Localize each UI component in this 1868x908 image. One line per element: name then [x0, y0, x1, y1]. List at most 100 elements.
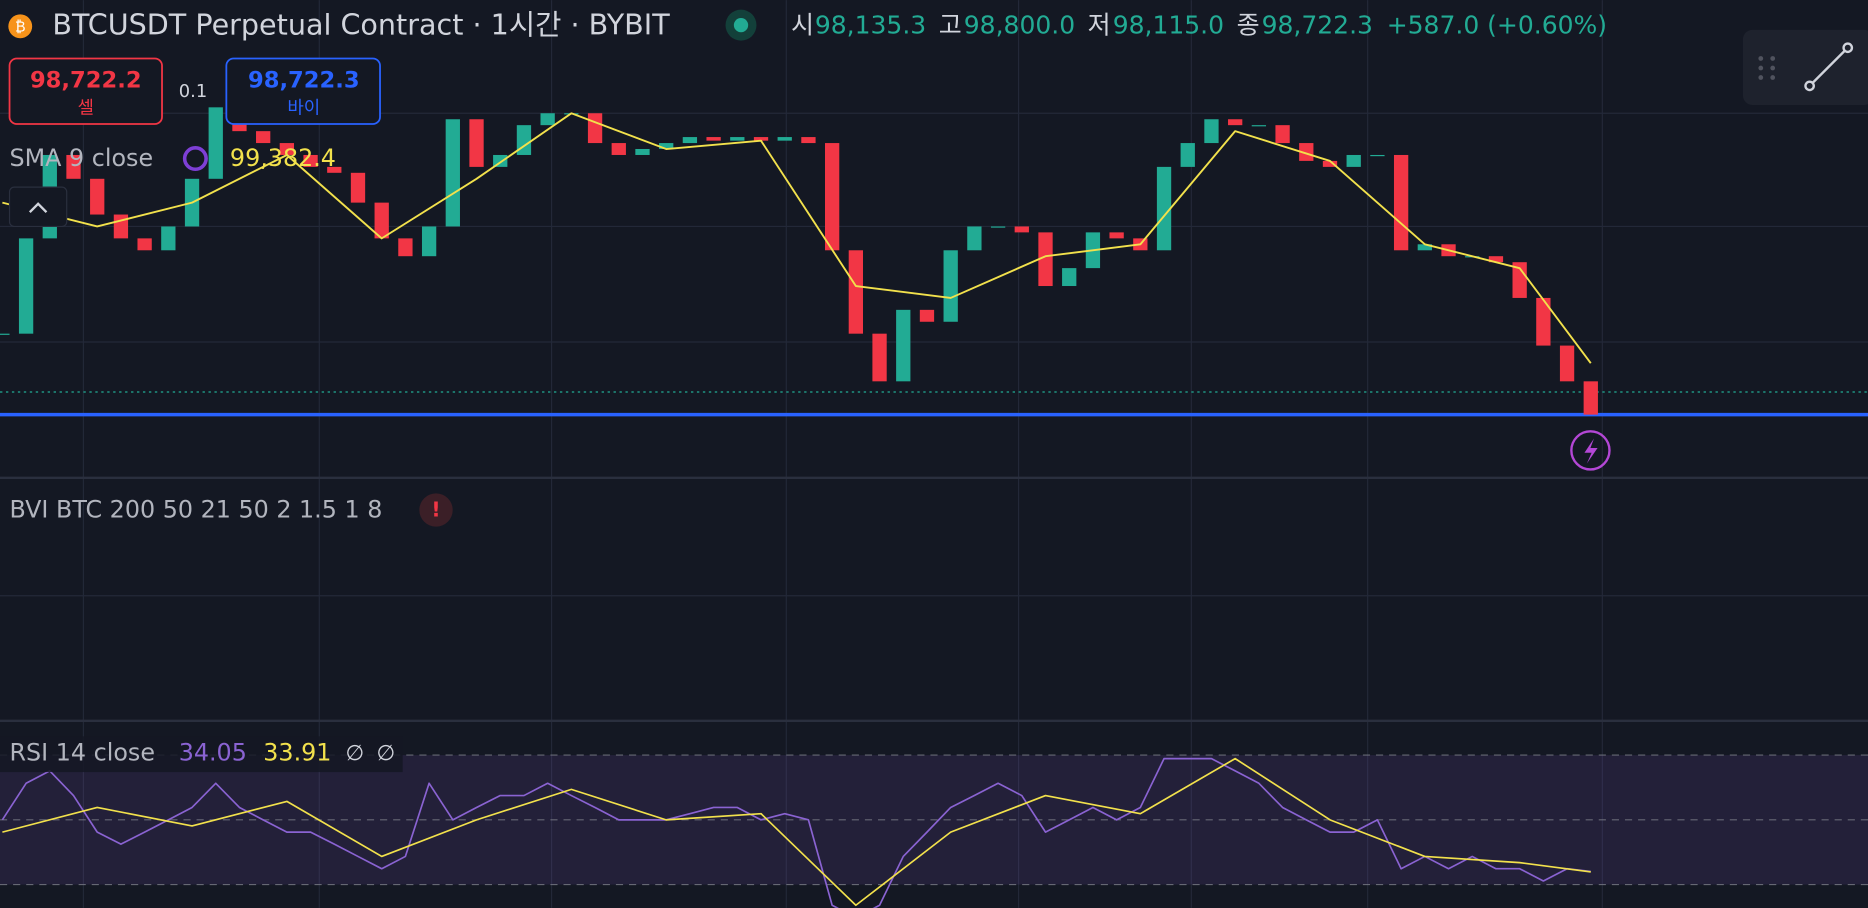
change: +587.0 (+0.60%): [1387, 10, 1607, 39]
candle: [1228, 119, 1243, 126]
bvi-legend: BVI BTC 200 50 21 50 2 1.5 1 8: [10, 496, 383, 524]
candle: [635, 148, 650, 155]
ohlc-value: 98,800.0: [964, 10, 1075, 39]
candle: [66, 154, 81, 179]
candle: [1393, 154, 1409, 251]
candle: [1038, 232, 1053, 287]
candle: [256, 131, 271, 144]
candle: [1062, 268, 1077, 287]
rsi-value: 34.05: [179, 739, 247, 767]
candle: [943, 250, 958, 322]
candle: [967, 226, 982, 251]
symbol-title: BTCUSDT Perpetual Contract · 1시간 · BYBIT: [52, 7, 670, 41]
candle: [469, 119, 484, 167]
candle: [896, 309, 911, 382]
candle: [1536, 297, 1551, 346]
candle: [208, 107, 223, 179]
candle: [90, 178, 105, 215]
candle: [777, 137, 792, 141]
ohlc-label: 시: [791, 10, 814, 39]
sell-label: 셀: [78, 98, 94, 119]
rsi-legend: RSI 14 close: [10, 739, 155, 767]
candle: [801, 137, 816, 144]
ohlc-label: 고: [939, 10, 962, 39]
buy-price: 98,722.3: [248, 68, 360, 94]
candle: [18, 238, 34, 334]
sma-settings-icon[interactable]: [182, 146, 208, 172]
candle: [1204, 119, 1219, 144]
rsi-extra: ∅: [376, 741, 395, 766]
candle: [611, 143, 626, 155]
candle: [1322, 160, 1338, 167]
ohlc-value: 98,722.3: [1262, 10, 1373, 39]
candle: [350, 172, 366, 203]
sell-price: 98,722.2: [30, 68, 142, 94]
ohlc-value: 98,135.3: [815, 10, 926, 39]
ohlc-label: 저: [1088, 10, 1111, 39]
candle: [1251, 125, 1267, 127]
error-badge[interactable]: [419, 493, 453, 527]
candle: [279, 143, 295, 155]
candle: [327, 166, 342, 173]
candle: [445, 119, 460, 227]
candle: [398, 238, 413, 257]
rsi-ma-value: 33.91: [263, 739, 331, 767]
candle: [1014, 226, 1029, 233]
rsi-extra: ∅: [345, 741, 364, 766]
candle: [753, 137, 769, 141]
spread: 0.1: [179, 81, 207, 102]
candle: [730, 137, 745, 141]
candle: [374, 202, 389, 239]
candle: [161, 226, 176, 251]
status-dot: [733, 17, 749, 33]
candle: [540, 113, 555, 126]
price-pane: [0, 107, 1868, 417]
btc-icon: [8, 14, 33, 39]
candle: [1109, 232, 1124, 239]
candle: [848, 250, 863, 334]
rsi-line: [2, 757, 1591, 907]
sell-button[interactable]: 98,722.2 셀: [8, 57, 163, 125]
candle: [919, 309, 935, 322]
btc-symbol: ₿: [15, 20, 26, 36]
candle: [493, 154, 508, 167]
rsi-pane: [0, 754, 1868, 908]
candle: [1299, 143, 1314, 161]
candle: [1417, 244, 1432, 251]
buy-label: 바이: [287, 98, 320, 119]
rsi-legend-bg: [0, 736, 403, 773]
candle: [0, 333, 10, 335]
collapse-button[interactable]: [8, 186, 68, 228]
alert-icon[interactable]: [1570, 430, 1611, 471]
candle: [990, 226, 1006, 228]
candle: [1180, 143, 1195, 167]
sma-line: [2, 112, 1592, 364]
candle: [872, 333, 887, 382]
sma-legend: SMA 9 close: [10, 144, 154, 172]
candle: [824, 143, 840, 251]
candle: [1275, 125, 1290, 144]
candle: [303, 154, 318, 167]
error-icon: !: [431, 498, 440, 522]
candle: [1488, 256, 1504, 263]
candle: [1370, 154, 1385, 157]
candle: [113, 214, 129, 239]
buy-button[interactable]: 98,722.3 바이: [225, 57, 381, 125]
candle: [137, 238, 152, 251]
candle: [706, 137, 721, 141]
candle: [659, 143, 674, 149]
candle: [682, 137, 698, 144]
drawing-toolbar[interactable]: [1742, 29, 1868, 105]
candle: [421, 226, 437, 257]
ohlc-value: 98,115.0: [1113, 10, 1224, 39]
candle: [587, 113, 603, 144]
candle: [1156, 166, 1172, 251]
candle: [1583, 381, 1598, 415]
candle: [1559, 345, 1575, 382]
rsi-line: [1, 757, 1591, 908]
candle: [1512, 262, 1527, 298]
candle: [1346, 154, 1361, 167]
sma-value: 99,382.4: [230, 144, 336, 172]
